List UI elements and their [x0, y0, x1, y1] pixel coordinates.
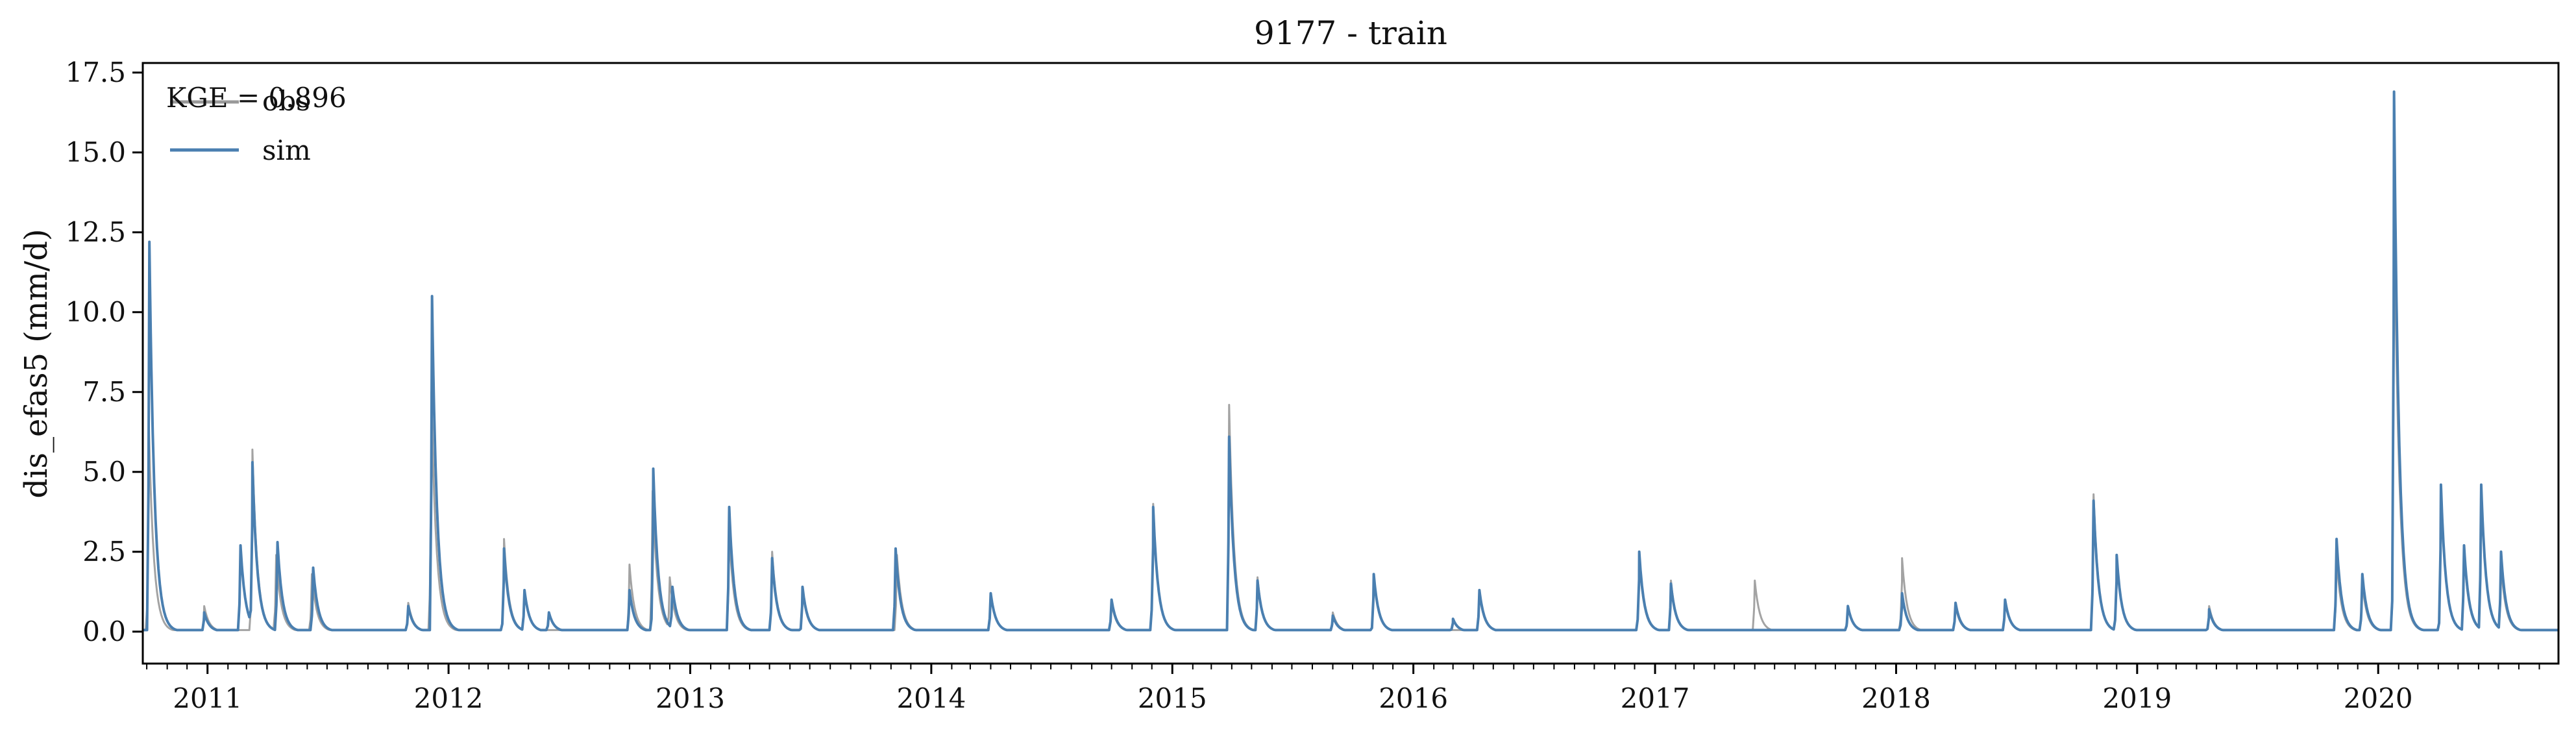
x-tick-label: 2017 [1621, 682, 1690, 714]
x-tick-label: 2015 [1138, 682, 1207, 714]
y-tick-label: 0.0 [82, 616, 126, 647]
x-axis: 2011 2012 2013 2014 2015 2016 2017 2018 2019 2020 [146, 664, 2540, 714]
x-tick-label: 2012 [414, 682, 484, 714]
x-tick-label: 2013 [656, 682, 725, 714]
axes-frame [141, 62, 2560, 665]
y-tick-label: 10.0 [65, 296, 126, 328]
y-tick-label: 12.5 [65, 216, 126, 248]
y-tick-label: 17.5 [65, 56, 126, 88]
chart-title: 9177 - train [1254, 14, 1447, 52]
y-axis-label: dis_efas5 (mm/d) [18, 229, 55, 498]
y-tick-label: 5.0 [82, 456, 126, 488]
plot-area [141, 62, 2560, 665]
x-tick-label: 2020 [2344, 682, 2413, 714]
y-tick-label: 2.5 [82, 536, 126, 567]
legend-label-sim: sim [262, 134, 311, 166]
x-tick-label: 2018 [1861, 682, 1931, 714]
series-layer [143, 90, 2558, 632]
y-tick-label: 7.5 [82, 376, 126, 408]
x-tick-label: 2019 [2102, 682, 2172, 714]
kge-annotation: KGE = 0.896 [166, 82, 347, 114]
series-line-sim [143, 90, 2558, 632]
legend: obs sim [170, 85, 311, 166]
x-tick-label: 2016 [1379, 682, 1448, 714]
y-tick-label: 15.0 [65, 136, 126, 168]
legend-label-obs: obs [262, 85, 310, 117]
x-tick-label: 2011 [173, 682, 242, 714]
x-tick-label: 2014 [896, 682, 966, 714]
y-axis: 0.0 2.5 5.0 7.5 10.0 12.5 15.0 17.5 [65, 56, 143, 647]
